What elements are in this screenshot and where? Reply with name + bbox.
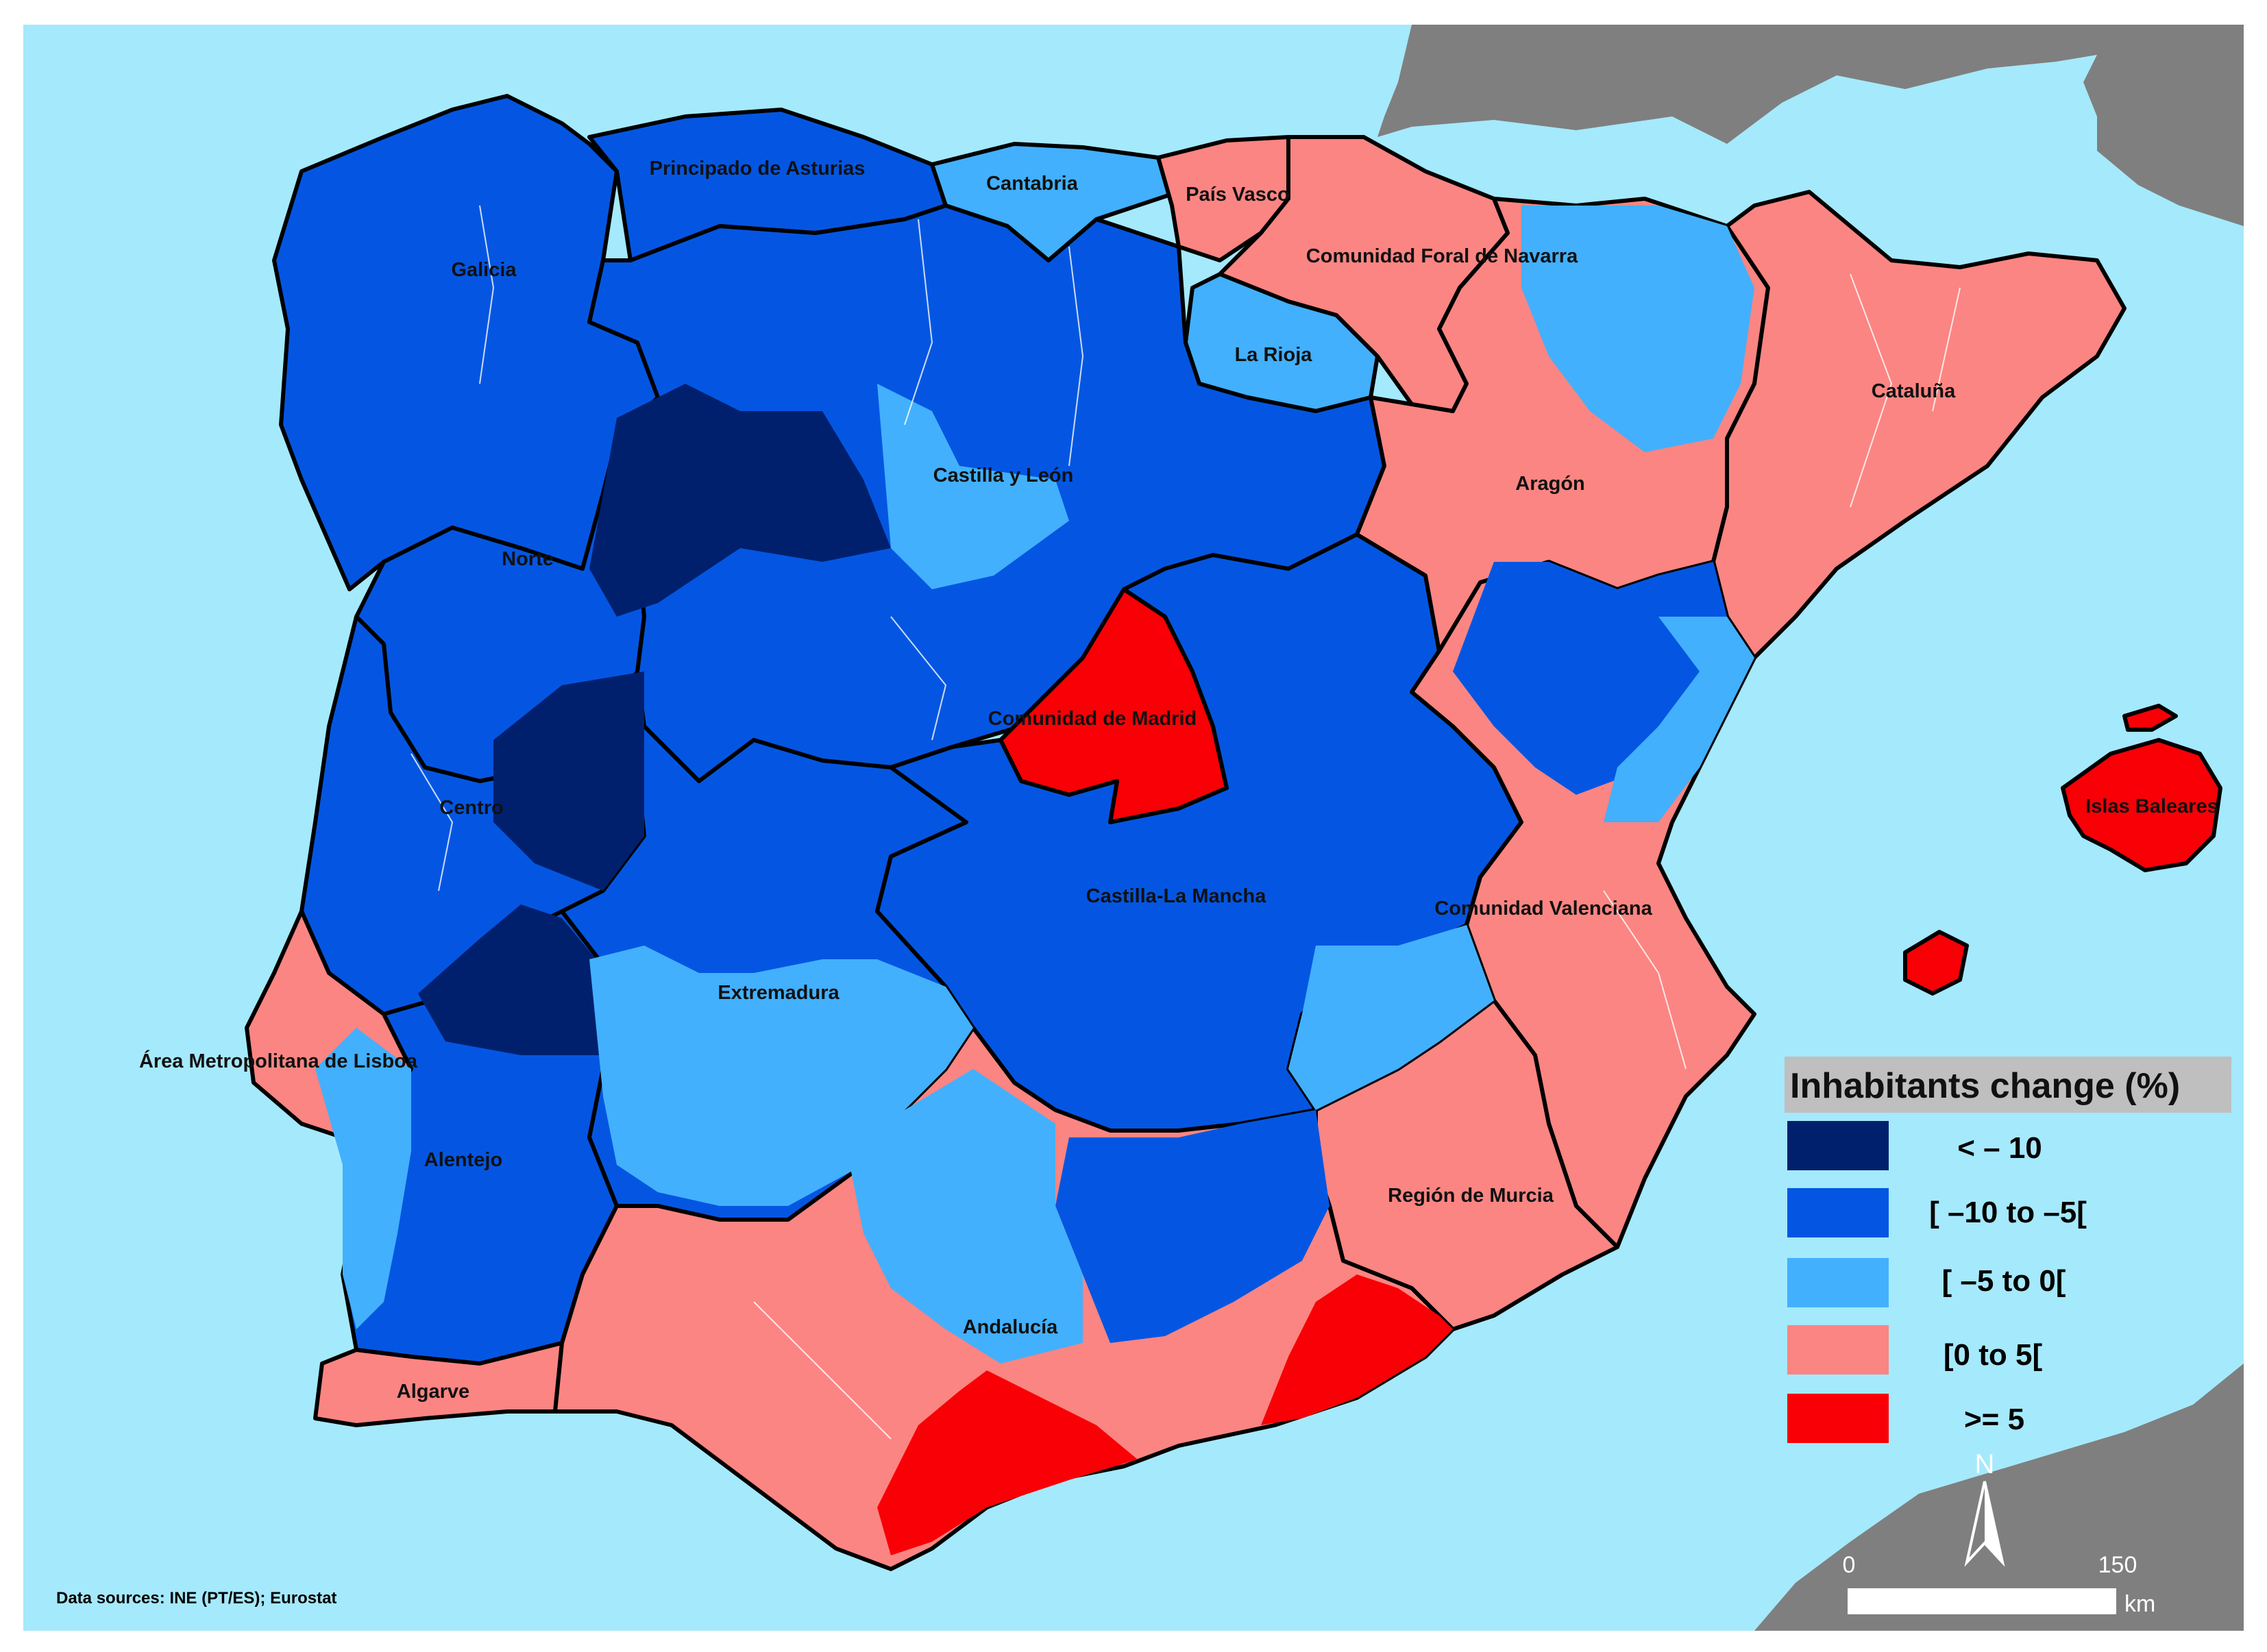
label-cataluna: Cataluña bbox=[1872, 380, 1956, 402]
subarea-light-castilla bbox=[877, 384, 1069, 589]
legend-label-2: [ –5 to 0[ bbox=[1942, 1264, 2066, 1298]
subarea-light-extremadura bbox=[589, 946, 973, 1206]
north-africa-land bbox=[1754, 1364, 2244, 1631]
north-arrow: N bbox=[1964, 1449, 2005, 1567]
label-castilla-y-leon: Castilla y León bbox=[933, 465, 1074, 486]
legend-swatch-2 bbox=[1787, 1258, 1889, 1307]
label-norte: Norte bbox=[502, 548, 554, 570]
label-castilla-la-mancha: Castilla-La Mancha bbox=[1086, 885, 1267, 907]
legend-label-0: < – 10 bbox=[1957, 1131, 2042, 1165]
label-aragon: Aragón bbox=[1515, 473, 1585, 495]
subarea-darkest-centro bbox=[493, 671, 644, 891]
label-andalucia: Andalucía bbox=[963, 1316, 1058, 1338]
label-islas-baleares: Islas Baleares bbox=[2085, 796, 2218, 817]
label-comunidad-de-madrid: Comunidad de Madrid bbox=[988, 708, 1197, 730]
label-comunidad-valenciana: Comunidad Valenciana bbox=[1434, 898, 1652, 920]
scale-unit-label: km bbox=[2124, 1591, 2155, 1617]
region-cataluna bbox=[1711, 190, 2127, 660]
region-baleares-ibiza bbox=[1903, 930, 1969, 996]
subarea-light-andalucia bbox=[850, 1069, 1083, 1364]
subarea-darkest-north bbox=[589, 384, 891, 617]
label-region-de-murcia: Región de Murcia bbox=[1388, 1185, 1554, 1207]
france-land bbox=[1377, 25, 2244, 226]
north-arrow-label: N bbox=[1975, 1449, 1995, 1479]
legend-label-1: [ –10 to –5[ bbox=[1929, 1196, 2087, 1229]
label-alentejo: Alentejo bbox=[424, 1149, 502, 1171]
label-la-rioja: La Rioja bbox=[1235, 344, 1313, 366]
label-principado-de-asturias: Principado de Asturias bbox=[650, 158, 866, 180]
label-pais-vasco: País Vasco bbox=[1186, 184, 1290, 206]
legend-label-3: [0 to 5[ bbox=[1944, 1338, 2043, 1372]
subarea-blue-andalucia bbox=[1055, 1110, 1329, 1343]
subarea-light-valencia bbox=[1604, 617, 1754, 822]
subarea-blue-valencia bbox=[1453, 562, 1727, 795]
label-area-metropolitana-de-lisboa: Área Metropolitana de Lisboa bbox=[139, 1049, 418, 1072]
region-baleares-menorca bbox=[2122, 704, 2178, 732]
subarea-red-malaga bbox=[877, 1370, 1138, 1555]
scale-start-label: 0 bbox=[1843, 1552, 1856, 1578]
subarea-darkest-alentejo bbox=[418, 904, 630, 1055]
legend: Inhabitants change (%) < – 10 [ –10 to –… bbox=[1785, 1057, 2231, 1443]
subarea-light-lamancha bbox=[1288, 925, 1494, 1110]
legend-title-background bbox=[1785, 1057, 2231, 1113]
province-borders bbox=[410, 205, 1961, 1440]
subarea-red-almeria bbox=[1261, 1274, 1453, 1425]
label-centro: Centro bbox=[439, 797, 503, 819]
legend-swatch-1 bbox=[1787, 1188, 1889, 1237]
legend-swatch-4 bbox=[1787, 1394, 1889, 1443]
label-extremadura: Extremadura bbox=[718, 982, 840, 1004]
label-cantabria: Cantabria bbox=[986, 173, 1079, 195]
label-galicia: Galicia bbox=[451, 259, 517, 281]
scale-bar-rect bbox=[1848, 1588, 2116, 1614]
scale-bar: 0 150 km bbox=[1843, 1552, 2156, 1617]
label-algarve: Algarve bbox=[397, 1381, 469, 1403]
legend-swatch-3 bbox=[1787, 1325, 1889, 1374]
subarea-light-aragon bbox=[1521, 206, 1754, 452]
legend-swatch-0 bbox=[1787, 1121, 1889, 1170]
legend-label-4: >= 5 bbox=[1964, 1403, 2024, 1436]
legend-title: Inhabitants change (%) bbox=[1790, 1066, 2180, 1106]
region-baleares-mallorca bbox=[2061, 738, 2222, 872]
data-source: Data sources: INE (PT/ES); Eurostat bbox=[56, 1589, 336, 1607]
scale-end-label: 150 bbox=[2098, 1552, 2137, 1578]
label-navarra: Comunidad Foral de Navarra bbox=[1306, 245, 1578, 267]
subarea-light-portugal bbox=[315, 1028, 411, 1329]
